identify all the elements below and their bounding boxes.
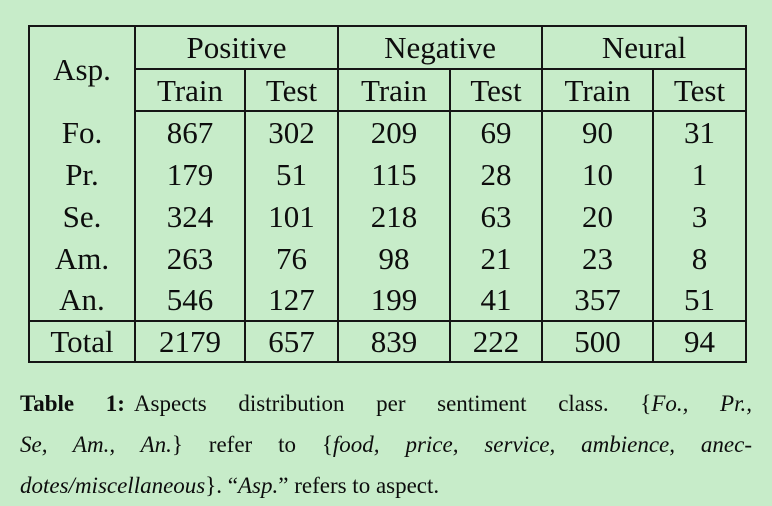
row-label: Pr.	[28, 153, 136, 195]
cell-value: 127	[244, 279, 339, 321]
cell-value: 263	[134, 237, 246, 279]
cell-value: 8	[652, 237, 748, 279]
cell-value: 76	[244, 237, 339, 279]
group-header-positive: Positive	[134, 26, 339, 70]
total-label: Total	[28, 320, 136, 362]
caption-asp-abbrev: Asp.	[238, 473, 279, 498]
cell-value: 10	[541, 153, 655, 195]
table-row-an: An. 546 127 199 41 357 51	[28, 279, 748, 321]
row-label: An.	[28, 279, 136, 321]
group-header-negative: Negative	[336, 26, 544, 70]
caption-term-list: food, price, service, ambience, anec-	[332, 432, 752, 457]
total-value: 839	[337, 320, 451, 362]
row-label: Fo.	[28, 111, 136, 153]
cell-value: 51	[244, 153, 339, 195]
total-value: 2179	[134, 320, 246, 362]
group-header-row: Asp. Positive Negative Neural	[28, 26, 748, 111]
table-row-pr: Pr. 179 51 115 28 10 1	[28, 153, 748, 195]
cell-value: 23	[541, 237, 655, 279]
table-caption: Table 1: Aspects distribution per sentime…	[20, 383, 752, 506]
cell-value: 101	[244, 195, 339, 237]
row-label: Am.	[28, 237, 136, 279]
cell-value: 179	[134, 153, 246, 195]
sub-header-row: Train Test Train Test Train Test	[29, 69, 748, 112]
table-row-se: Se. 324 101 218 63 20 3	[28, 195, 748, 237]
col-header-test-negative: Test	[448, 69, 544, 112]
cell-value: 302	[244, 111, 339, 153]
cell-value: 63	[448, 195, 544, 237]
total-row: Total 2179 657 839 222 500 94	[28, 320, 748, 362]
cell-value: 28	[448, 153, 544, 195]
col-header-test-neural: Test	[652, 69, 748, 112]
cell-value: 90	[541, 111, 655, 153]
cell-value: 69	[448, 111, 544, 153]
aspects-table-container: Asp. Positive Negative Neural Train Test…	[28, 25, 748, 363]
caption-table-number: Table 1:	[20, 391, 125, 416]
caption-text: Aspects distribution per sentiment class…	[133, 391, 652, 416]
cell-value: 199	[337, 279, 451, 321]
cell-value: 867	[134, 111, 246, 153]
total-value: 500	[541, 320, 655, 362]
col-header-train-positive: Train	[134, 69, 246, 112]
caption-line-1: Table 1: Aspects distribution per sentime…	[20, 383, 752, 424]
cell-value: 1	[652, 153, 748, 195]
cell-value: 218	[337, 195, 451, 237]
aspects-table: Asp. Positive Negative Neural Train Test…	[28, 25, 748, 363]
table-row-am: Am. 263 76 98 21 23 8	[28, 237, 748, 279]
cell-value: 115	[337, 153, 451, 195]
cell-value: 41	[448, 279, 544, 321]
group-header-neural: Neural	[541, 26, 748, 70]
caption-text: } refer to {	[171, 432, 333, 457]
row-label: Se.	[28, 195, 136, 237]
caption-text: }. “	[205, 473, 238, 498]
cell-value: 546	[134, 279, 246, 321]
cell-value: 20	[541, 195, 655, 237]
caption-abbrev-list: Se, Am., An.	[20, 432, 172, 457]
cell-value: 98	[337, 237, 451, 279]
col-header-train-neural: Train	[541, 69, 655, 112]
cell-value: 21	[448, 237, 544, 279]
cell-value: 31	[652, 111, 748, 153]
cell-value: 324	[134, 195, 246, 237]
cell-value: 357	[541, 279, 655, 321]
caption-abbrev-list: Fo., Pr.,	[651, 391, 753, 416]
col-header-test-positive: Test	[244, 69, 339, 112]
caption-text: ” refers to aspect.	[278, 473, 440, 498]
caption-term-list: dotes/miscellaneous	[20, 473, 206, 498]
col-header-train-negative: Train	[337, 69, 451, 112]
cell-value: 3	[652, 195, 748, 237]
corner-header-asp: Asp.	[28, 26, 136, 111]
cell-value: 51	[652, 279, 748, 321]
cell-value: 209	[337, 111, 451, 153]
caption-line-3: dotes/miscellaneous}. “Asp.” refers to a…	[20, 465, 752, 506]
total-value: 94	[652, 320, 748, 362]
caption-line-2: Se, Am., An.} refer to {food, price, ser…	[20, 424, 752, 465]
total-value: 657	[244, 320, 339, 362]
total-value: 222	[448, 320, 544, 362]
table-row-fo: Fo. 867 302 209 69 90 31	[28, 111, 748, 153]
